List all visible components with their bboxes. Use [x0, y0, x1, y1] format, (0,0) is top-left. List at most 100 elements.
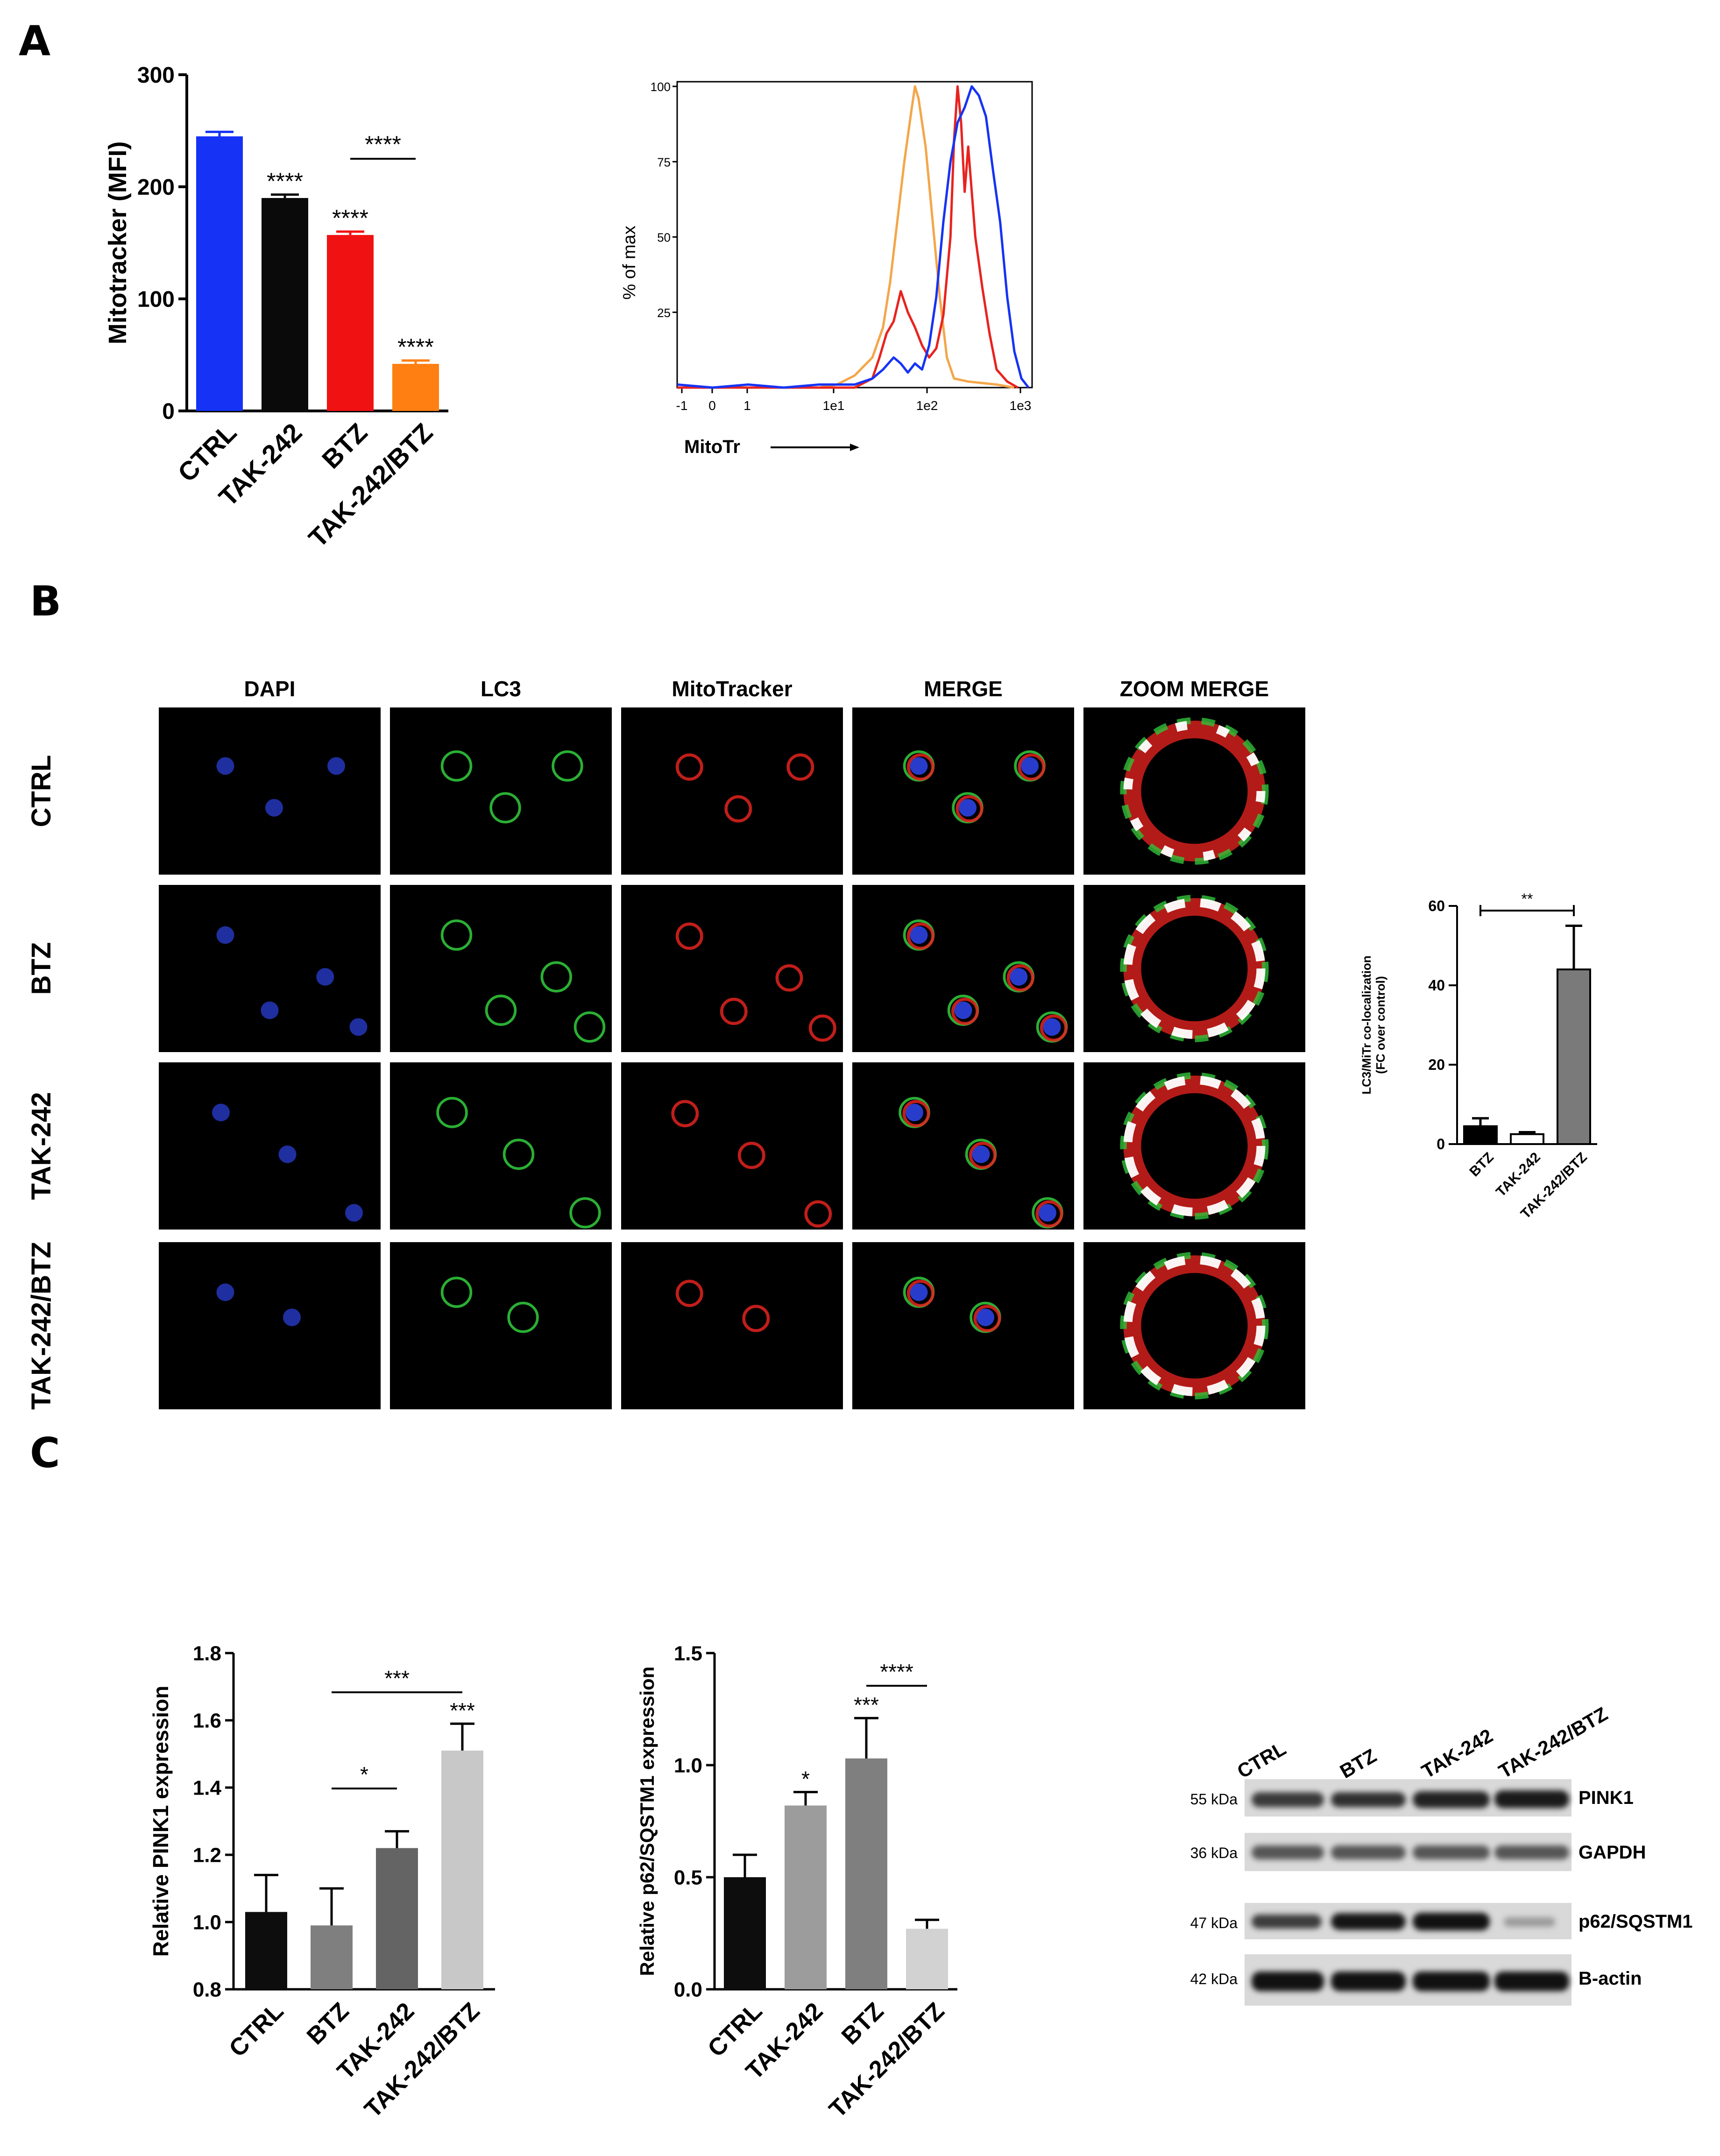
x-tick-label: -1 — [676, 398, 688, 413]
x-category-label: BTZ — [836, 1997, 889, 2050]
nucleus — [216, 1283, 234, 1301]
mito-ring — [737, 1142, 765, 1169]
blot-band — [1252, 1915, 1322, 1929]
x-category-label: CTRL — [224, 1997, 289, 2062]
y-axis-label: Mitotracker (MFI) — [104, 141, 132, 344]
blot-band — [1252, 1845, 1324, 1859]
microscopy-image — [852, 707, 1074, 875]
zoom-lc3-ring — [1120, 717, 1269, 865]
x-tick-label: 0 — [708, 398, 716, 413]
mito-ring — [675, 753, 703, 781]
blot-band — [1413, 1845, 1490, 1859]
mito-ring — [1040, 1014, 1068, 1042]
bar-ctrl — [724, 1877, 766, 1989]
mitotracker-mfi-bar-chart: 0100200300CTRL****TAK-242****BTZ****TAK-… — [104, 63, 448, 553]
blot-band — [1413, 1972, 1490, 1991]
nucleus — [910, 1283, 928, 1301]
bar-tak-242 — [376, 1848, 418, 1989]
blot-kda-label: 47 kDa — [1190, 1915, 1238, 1931]
blot-protein-label: p62/SQSTM1 — [1578, 1911, 1693, 1932]
nucleus — [977, 1308, 994, 1326]
microscopy-image — [390, 1062, 612, 1230]
blot-band — [1252, 1792, 1324, 1807]
p62-expression-chart: 0.00.51.01.5CTRL*TAK-242***BTZTAK-242/BT… — [636, 1642, 957, 2123]
nucleus — [316, 968, 334, 986]
y-axis-label-line2: (FC over control) — [1373, 976, 1387, 1074]
panel-label-b: B — [30, 577, 62, 625]
mito-ring — [808, 1014, 836, 1042]
lc3-ring — [540, 961, 572, 993]
mito-ring — [675, 922, 703, 950]
blot-lane-label: TAK-242 — [1418, 1724, 1497, 1783]
plot-frame — [676, 81, 1033, 389]
microscopy-image — [621, 1062, 843, 1230]
y-axis-label: Relative PINK1 expression — [149, 1686, 173, 1957]
blot-protein-label: B-actin — [1578, 1968, 1642, 1989]
y-tick-label: 300 — [137, 63, 175, 88]
nucleus — [910, 926, 928, 944]
nucleus — [959, 799, 977, 817]
nucleus — [216, 926, 234, 944]
nucleus — [1021, 757, 1039, 775]
microscopy-image — [159, 1062, 381, 1230]
nucleus — [278, 1145, 297, 1163]
y-tick-label: 25 — [657, 306, 671, 320]
microscopy-image — [621, 885, 843, 1052]
blot-lane-label: BTZ — [1336, 1744, 1380, 1783]
nucleus — [349, 1018, 368, 1036]
bar-tak-242 — [785, 1805, 827, 1989]
bar-btz — [1463, 1125, 1498, 1145]
bar-ctrl — [196, 136, 243, 411]
mito-ring — [675, 1279, 703, 1307]
significance-label: **** — [397, 334, 434, 360]
microscopy-image — [852, 1242, 1074, 1409]
blot-band — [1331, 1972, 1406, 1991]
lc3-ring — [440, 750, 473, 782]
y-tick-label: 20 — [1428, 1056, 1445, 1073]
nucleus — [283, 1308, 301, 1326]
y-tick-label: 40 — [1428, 977, 1445, 994]
zoom-colocalization — [1123, 1255, 1266, 1396]
bracket-label: ** — [1522, 891, 1533, 907]
y-tick-label: 60 — [1428, 898, 1445, 914]
y-tick-label: 100 — [651, 80, 671, 94]
histogram-series-line — [677, 85, 1030, 389]
blot-band — [1494, 1845, 1569, 1859]
mito-ring — [906, 922, 934, 950]
nucleus — [1010, 968, 1028, 986]
microscopy-row-label: BTZ — [26, 942, 57, 995]
mito-ring — [742, 1305, 770, 1332]
significance-label: **** — [267, 168, 303, 194]
mito-ring — [1035, 1200, 1063, 1228]
zoom-mito-ring — [1123, 721, 1266, 862]
histogram-series-line — [677, 85, 1015, 389]
y-tick-label: 0.8 — [193, 1978, 221, 2001]
nucleus — [1043, 1018, 1061, 1036]
mito-ring — [902, 1100, 930, 1127]
blot-band — [1413, 1791, 1490, 1808]
nucleus — [216, 757, 234, 775]
blot-kda-label: 42 kDa — [1190, 1971, 1238, 1987]
microscopy-image — [159, 885, 381, 1052]
x-tick-label: 1e1 — [823, 398, 845, 413]
mito-ring — [1006, 964, 1034, 992]
microscopy-image — [390, 885, 612, 1052]
blot-protein-label: PINK1 — [1578, 1788, 1634, 1808]
mito-ring — [671, 1100, 699, 1127]
y-tick-label: 1.0 — [193, 1911, 221, 1934]
y-axis-label: LC3/MiTr co-localization — [1359, 955, 1373, 1095]
bar-btz — [327, 235, 374, 411]
x-category-label: TAK-242/BTZ — [359, 1997, 485, 2123]
bar-tak-242-btz — [906, 1929, 948, 1989]
y-tick-label: 1.0 — [674, 1754, 702, 1777]
mito-ring — [786, 753, 814, 781]
microscopy-image — [852, 1062, 1074, 1230]
lc3-ring — [436, 1096, 468, 1128]
bar-tak-242-btz — [441, 1750, 483, 1989]
significance-label: * — [801, 1767, 810, 1791]
zoom-mito-ring — [1123, 1075, 1266, 1216]
x-tick-label: 1e2 — [916, 398, 938, 413]
histogram-series-line — [677, 85, 1019, 389]
blot-band — [1331, 1913, 1406, 1930]
nucleus — [345, 1204, 363, 1222]
